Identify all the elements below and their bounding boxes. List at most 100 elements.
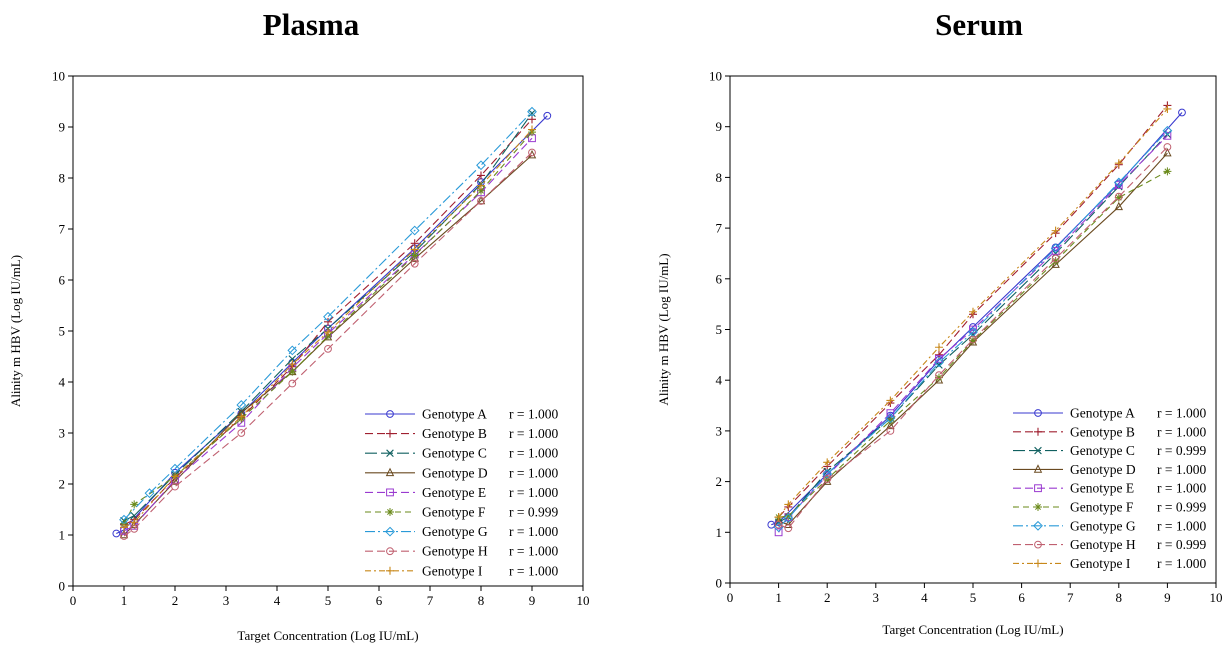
plasma-x-tick-label: 8 <box>478 593 485 608</box>
serum-y-tick-label: 10 <box>709 69 722 84</box>
plasma-data-point <box>288 379 297 388</box>
serum-data-point <box>1114 201 1124 211</box>
serum-data-point <box>784 500 793 509</box>
plasma-series-line <box>123 152 533 537</box>
plasma-y-tick-label: 5 <box>59 324 66 339</box>
plasma-y-tick-label: 10 <box>52 69 65 84</box>
serum-legend-name: Genotype B <box>1070 424 1135 439</box>
plasma-legend: Genotype A r = 1.000 Genotype B r = 1.000 Ge… <box>365 407 558 578</box>
plasma-x-tick-label: 4 <box>274 593 281 608</box>
serum-y-tick-label: 3 <box>716 423 723 438</box>
plasma-y-tick-label: 7 <box>59 222 66 237</box>
plasma-legend-r-value: r = 1.000 <box>509 524 558 539</box>
serum-x-tick-label: 3 <box>873 590 880 605</box>
serum-y-tick-label: 2 <box>716 474 723 489</box>
serum-data-point <box>1113 177 1124 188</box>
plasma-y-tick-label: 9 <box>59 120 66 135</box>
plasma-legend-marker <box>386 488 394 497</box>
plasma-legend-r-value: r = 1.000 <box>509 563 558 578</box>
serum-data-point <box>968 337 978 346</box>
plasma-legend-marker <box>386 508 394 516</box>
serum-data-point <box>1162 125 1173 136</box>
serum-data-point <box>774 516 783 525</box>
serum-legend: Genotype A r = 1.000 Genotype B r = 1.000 Ge… <box>1013 406 1206 571</box>
plasma-data-point <box>130 518 139 527</box>
serum-data-point <box>1051 254 1060 263</box>
serum-data-point <box>886 427 895 435</box>
plasma-data-point <box>477 197 485 205</box>
serum-legend-name: Genotype H <box>1070 537 1136 552</box>
serum-data-point <box>1114 192 1123 201</box>
serum-series-genotype-i <box>774 104 1172 522</box>
serum-data-point <box>1051 259 1060 268</box>
serum-data-point <box>1050 243 1061 254</box>
plasma-legend-name: Genotype B <box>422 426 487 441</box>
serum-x-tick-label: 6 <box>1018 590 1025 605</box>
plasma-y-tick-label: 1 <box>59 528 66 543</box>
serum-y-tick-label: 4 <box>716 373 723 388</box>
plasma-legend-r-value: r = 1.000 <box>509 446 558 461</box>
serum-x-tick-label: 0 <box>727 590 734 605</box>
plasma-data-point <box>112 529 121 538</box>
plasma-x-tick-label: 9 <box>529 593 536 608</box>
plasma-x-tick-label: 5 <box>325 593 332 608</box>
plasma-x-tick-label: 3 <box>223 593 230 608</box>
plasma-data-point <box>324 332 332 341</box>
plasma-legend-name: Genotype F <box>422 505 486 520</box>
plasma-data-point <box>476 160 486 171</box>
serum-data-point <box>969 335 977 344</box>
plasma-legend-name: Genotype E <box>422 485 486 500</box>
plasma-x-tick-label: 6 <box>376 593 383 608</box>
serum-legend-marker <box>1034 409 1042 417</box>
serum-y-tick-label: 1 <box>716 525 723 540</box>
plasma-data-point <box>324 328 332 337</box>
plasma-data-point <box>410 251 419 260</box>
serum-legend-r-value: r = 0.999 <box>1157 443 1206 458</box>
plasma-series-line <box>123 129 533 528</box>
serum-legend-marker <box>1034 503 1042 511</box>
plasma-y-tick-label: 2 <box>59 477 66 492</box>
serum-data-point <box>774 528 783 537</box>
serum-x-tick-label: 4 <box>921 590 928 605</box>
serum-x-tick-label: 5 <box>970 590 977 605</box>
serum-x-tick-label: 1 <box>775 590 782 605</box>
serum-legend-marker <box>1034 427 1042 436</box>
serum-series-genotype-h <box>774 143 1172 533</box>
serum-legend-name: Genotype A <box>1070 406 1135 421</box>
serum-y-tick-label: 0 <box>716 576 723 591</box>
plasma-data-point <box>324 344 332 353</box>
serum-data-point <box>783 513 794 524</box>
plasma-data-point <box>528 148 536 157</box>
serum-data-point <box>1114 181 1123 189</box>
plasma-data-point <box>237 412 246 421</box>
plasma-x-tick-label: 7 <box>427 593 434 608</box>
serum-y-tick-label: 7 <box>716 221 723 236</box>
serum-data-point <box>1114 193 1123 202</box>
plasma-data-point <box>410 259 419 268</box>
serum-legend-name: Genotype F <box>1070 500 1134 515</box>
plasma-series-genotype-i <box>120 125 536 532</box>
serum-data-point <box>1114 159 1123 168</box>
serum-chart-panel: Serum 0 1 2 3 4 5 6 7 8 9 10 0 1 2 3 4 5 6 7 8 9 10 Target Conc… <box>640 0 1227 646</box>
serum-data-point <box>1178 108 1186 117</box>
plasma-x-tick-label: 2 <box>172 593 179 608</box>
serum-data-point <box>934 343 943 352</box>
plasma-x-axis-label: Target Concentration (Log IU/mL) <box>237 628 418 643</box>
plasma-data-point <box>410 245 419 254</box>
serum-data-point <box>1051 257 1060 266</box>
plasma-legend-marker <box>386 410 394 418</box>
serum-legend-marker <box>1033 520 1043 531</box>
plasma-data-point <box>171 472 179 481</box>
plasma-data-point <box>120 523 128 532</box>
serum-y-tick-label: 9 <box>716 119 723 134</box>
plasma-x-tick-label: 0 <box>70 593 77 608</box>
serum-data-point <box>823 458 832 467</box>
serum-legend-name: Genotype E <box>1070 481 1134 496</box>
serum-data-point <box>1163 147 1172 157</box>
plasma-legend-r-value: r = 1.000 <box>509 407 558 422</box>
serum-x-tick-label: 10 <box>1210 590 1223 605</box>
serum-y-tick-label: 8 <box>716 170 723 185</box>
serum-x-tick-label: 7 <box>1067 590 1074 605</box>
serum-data-point <box>886 416 895 425</box>
plasma-chart-panel: Plasma 0 1 2 3 4 5 6 7 8 9 10 0 1 2 3 4 5 6 7 8 9 10 Target Con… <box>8 7 590 643</box>
